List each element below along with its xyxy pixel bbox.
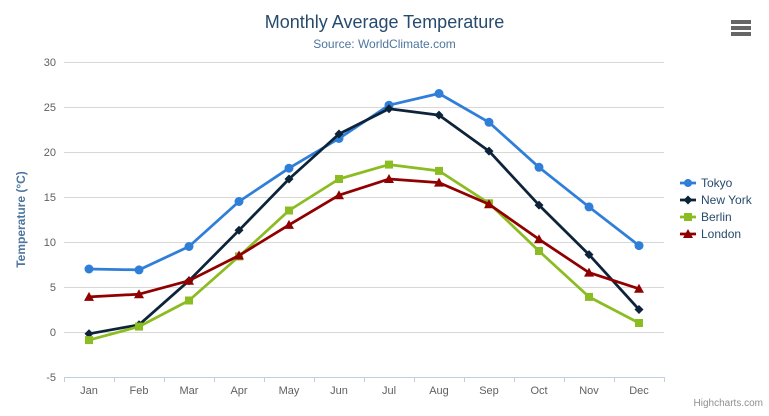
hamburger-icon xyxy=(731,20,751,36)
tokyo-point[interactable] xyxy=(484,117,494,127)
x-axis-label: Aug xyxy=(429,385,449,397)
y-axis-label: 0 xyxy=(50,327,56,339)
tokyo-point[interactable] xyxy=(234,197,244,206)
berlin-point[interactable] xyxy=(85,336,93,345)
x-axis-label: Feb xyxy=(130,385,149,397)
legend-diamond-icon xyxy=(683,195,693,205)
x-axis-label: Sep xyxy=(479,385,499,397)
y-axis-label: -5 xyxy=(46,372,56,384)
london-point[interactable] xyxy=(334,190,344,200)
legend-item-new-york[interactable]: New York xyxy=(680,193,753,207)
berlin-point[interactable] xyxy=(435,166,443,175)
legend-item-label: London xyxy=(701,227,741,241)
y-axis-label: 10 xyxy=(44,237,56,249)
new-york-point[interactable] xyxy=(534,200,544,210)
legend-square-icon xyxy=(684,213,692,221)
berlin-point[interactable] xyxy=(585,292,593,301)
tokyo-point[interactable] xyxy=(84,264,94,274)
london-point[interactable] xyxy=(284,219,294,229)
berlin-point[interactable] xyxy=(635,319,643,327)
berlin-point[interactable] xyxy=(285,206,293,215)
x-axis-label: May xyxy=(279,385,300,397)
london-point[interactable] xyxy=(434,177,444,187)
legend-item-label: Berlin xyxy=(701,210,732,224)
new-york-point[interactable] xyxy=(334,129,344,139)
new-york-point[interactable] xyxy=(384,104,394,114)
y-axis-title: Temperature (°C) xyxy=(14,171,28,268)
y-axis-label: 20 xyxy=(44,147,56,159)
export-menu-button[interactable] xyxy=(731,20,751,37)
new-york-point[interactable] xyxy=(434,110,444,120)
berlin-point[interactable] xyxy=(335,175,343,183)
x-axis-label: Jun xyxy=(330,385,348,397)
new-york-point[interactable] xyxy=(584,250,594,260)
chart-subtitle: Source: WorldClimate.com xyxy=(313,37,456,51)
london-point[interactable] xyxy=(634,283,644,293)
new-york-point[interactable] xyxy=(234,225,244,235)
x-axis-label: Apr xyxy=(230,385,247,397)
x-axis-label: Mar xyxy=(180,385,199,397)
tokyo-point[interactable] xyxy=(534,162,544,172)
legend-item-berlin[interactable]: Berlin xyxy=(680,210,732,224)
legend-item-label: Tokyo xyxy=(701,176,733,190)
london-point[interactable] xyxy=(84,291,94,301)
tokyo-point[interactable] xyxy=(584,202,594,212)
berlin-point[interactable] xyxy=(185,296,193,305)
legend-item-tokyo[interactable]: Tokyo xyxy=(680,176,733,190)
x-axis-label: Jan xyxy=(80,385,98,397)
london-point[interactable] xyxy=(584,267,594,277)
berlin-point[interactable] xyxy=(385,160,393,169)
legend-circle-icon xyxy=(684,179,692,187)
credits-link[interactable]: Highcharts.com xyxy=(693,398,763,409)
london-point[interactable] xyxy=(484,199,494,209)
legend-item-london[interactable]: London xyxy=(680,227,741,241)
x-axis-label: Jul xyxy=(382,385,396,397)
new-york-point[interactable] xyxy=(484,146,494,156)
y-axis-label: 30 xyxy=(44,57,56,69)
tokyo-point[interactable] xyxy=(634,241,644,251)
tokyo-point[interactable] xyxy=(184,242,194,251)
london-point[interactable] xyxy=(234,250,244,260)
series-line-berlin xyxy=(87,163,641,342)
y-axis-label: 5 xyxy=(50,282,56,294)
berlin-point[interactable] xyxy=(135,322,143,331)
y-axis-label: 15 xyxy=(44,192,56,204)
new-york-point[interactable] xyxy=(84,329,94,339)
tokyo-point[interactable] xyxy=(134,265,144,275)
legend-triangle-icon xyxy=(683,229,693,238)
new-york-point[interactable] xyxy=(634,305,644,314)
x-axis-label: Oct xyxy=(530,385,547,397)
x-axis-label: Nov xyxy=(579,385,599,397)
x-axis-label: Dec xyxy=(629,385,649,397)
new-york-point[interactable] xyxy=(284,174,294,184)
series-line-new-york xyxy=(87,107,641,336)
tokyo-point[interactable] xyxy=(434,89,444,98)
london-point[interactable] xyxy=(384,174,394,183)
tokyo-point[interactable] xyxy=(284,163,294,173)
london-point[interactable] xyxy=(134,289,144,299)
legend-item-label: New York xyxy=(701,193,753,207)
london-point[interactable] xyxy=(184,275,194,285)
y-axis-label: 25 xyxy=(44,102,56,114)
london-point[interactable] xyxy=(534,234,544,244)
chart-title: Monthly Average Temperature xyxy=(264,12,505,32)
berlin-point[interactable] xyxy=(535,247,543,255)
series-line-london xyxy=(87,177,641,299)
